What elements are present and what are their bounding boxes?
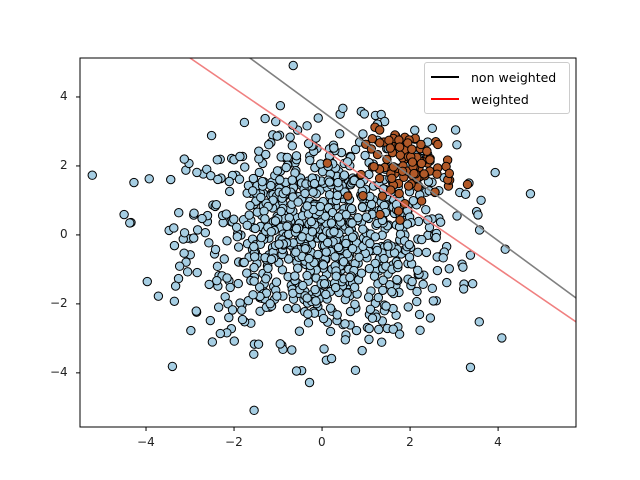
y-tick-label: 0 [60,226,68,241]
axis-ticks [76,96,499,431]
x-tick-label: 2 [406,435,414,449]
legend-item-non-weighted: non weighted [431,68,556,86]
x-tick-label: 0 [318,435,326,449]
x-tick-label: 4 [494,435,502,449]
x-tick-label: −2 [225,435,243,449]
y-tick-label: 4 [60,88,68,103]
decision-lines [189,58,576,323]
legend-label: non weighted [471,69,557,85]
x-tick-label: −4 [137,435,155,449]
y-tick-label: −4 [50,364,68,379]
legend-item-weighted: weighted [431,90,529,108]
y-tick-label: −2 [50,295,68,310]
legend-line-red-icon [431,98,459,100]
y-tick-label: 2 [60,157,68,172]
legend: non weighted weighted [424,62,570,114]
legend-label: weighted [471,91,529,107]
data-points [87,60,536,416]
axes-frame [79,57,577,428]
legend-line-black-icon [431,76,459,78]
